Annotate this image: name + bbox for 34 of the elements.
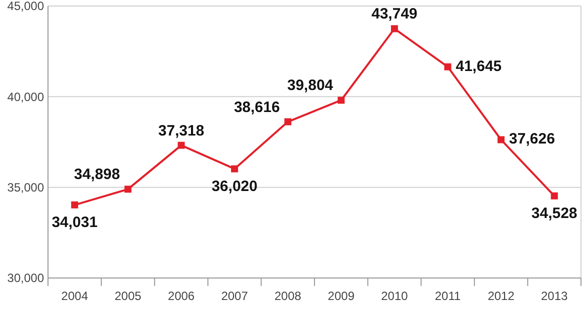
x-tick-label: 2005 bbox=[114, 289, 142, 303]
data-label: 39,804 bbox=[287, 77, 334, 94]
point bbox=[178, 142, 185, 149]
data-label: 34,898 bbox=[74, 166, 120, 184]
x-tick-label: 2006 bbox=[168, 289, 195, 303]
x-tick-label: 2012 bbox=[488, 289, 515, 303]
point bbox=[124, 186, 132, 193]
y-tick-label: 30,000 bbox=[7, 271, 44, 286]
data-label: 36,020 bbox=[212, 178, 258, 195]
data-label: 43,749 bbox=[372, 6, 418, 23]
point bbox=[284, 118, 292, 126]
y-tick-label: 40,000 bbox=[7, 90, 44, 104]
y-tick-label: 45,000 bbox=[7, 0, 44, 14]
point bbox=[498, 136, 505, 144]
x-tick-label: 2008 bbox=[274, 289, 302, 303]
data-label: 34,031 bbox=[52, 214, 98, 231]
x-tick-label: 2009 bbox=[328, 289, 355, 303]
data-label: 37,626 bbox=[509, 130, 555, 148]
data-label: 41,645 bbox=[456, 58, 502, 75]
point bbox=[231, 165, 238, 172]
point bbox=[390, 25, 398, 32]
x-tick-label: 2004 bbox=[61, 289, 88, 303]
x-tick-label: 2007 bbox=[221, 289, 248, 303]
x-tick-label: 2011 bbox=[434, 289, 461, 303]
data-label: 37,318 bbox=[158, 122, 204, 140]
data-label: 38,616 bbox=[234, 98, 280, 116]
x-tick-label: 2013 bbox=[541, 289, 568, 303]
point bbox=[71, 201, 78, 208]
x-tick-label: 2010 bbox=[381, 289, 408, 303]
point bbox=[338, 96, 345, 104]
y-tick-label: 35,000 bbox=[7, 180, 44, 195]
point bbox=[444, 63, 452, 70]
data-label: 34,528 bbox=[531, 204, 578, 222]
point bbox=[550, 192, 558, 200]
